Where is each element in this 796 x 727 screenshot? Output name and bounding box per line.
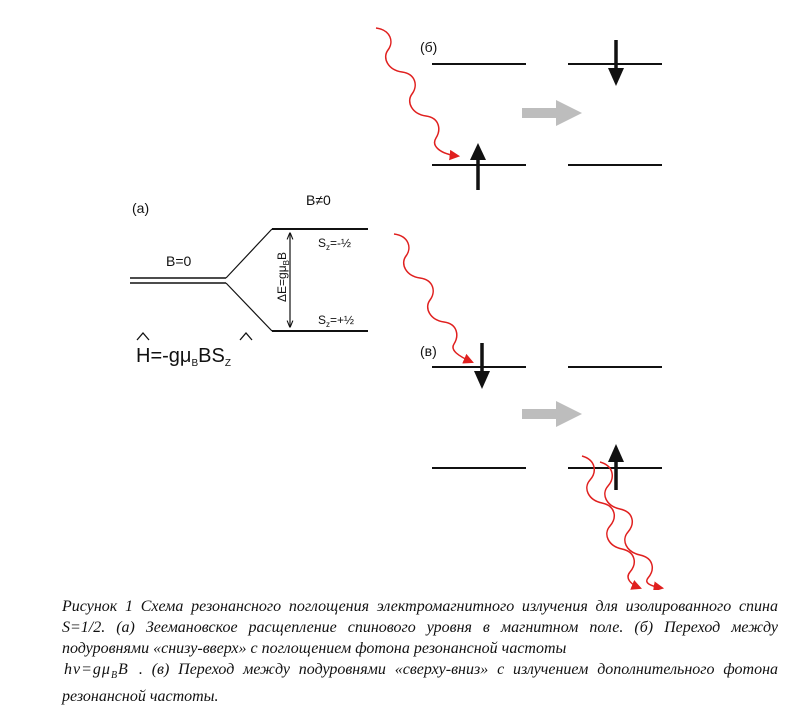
b-nonzero-label: B≠0 <box>306 192 331 208</box>
caption-text-part2: . (в) Переход между подуровнями «сверху-… <box>62 661 778 706</box>
spin-down-arrow-icon <box>608 40 624 86</box>
hamiltonian-formula: H=-gμBBSZ <box>136 345 231 369</box>
figure-caption: Рисунок 1 Схема резонансного поглощения … <box>62 596 778 707</box>
wavy-photon-icon <box>393 233 474 364</box>
panel-c-label: (в) <box>420 343 437 359</box>
split-connector-upper <box>225 228 273 279</box>
hamiltonian-hat-h <box>136 332 150 341</box>
wavy-photon-icon <box>599 461 665 590</box>
energy-gap-label: ΔE=gμBB <box>275 252 291 302</box>
split-connector-lower <box>225 282 273 332</box>
wavy-photon-icon <box>581 455 642 590</box>
hamiltonian-hat-s <box>239 332 253 341</box>
wavy-photon-icon <box>375 27 461 161</box>
zeeman-diagram: (a) B=0 B≠0 ΔE=gμBB Sz=-½ Sz=+½ H=-gμBBS… <box>130 27 665 590</box>
spin-up-arrow-icon <box>608 444 624 490</box>
b-zero-label: B=0 <box>166 253 192 269</box>
spin-up-arrow-icon <box>470 143 486 190</box>
process-arrow-icon <box>522 100 582 126</box>
process-arrow-icon <box>522 401 582 427</box>
sz-lower-label: Sz=+½ <box>318 313 354 329</box>
panel-b-label: (б) <box>420 39 437 55</box>
caption-text-part1: Рисунок 1 Схема резонансного поглощения … <box>62 598 778 657</box>
panel-a-label: (a) <box>132 200 149 216</box>
spin-down-arrow-icon <box>474 343 490 389</box>
sz-upper-label: Sz=-½ <box>318 236 351 252</box>
caption-formula: hν=gμBB <box>64 661 129 682</box>
